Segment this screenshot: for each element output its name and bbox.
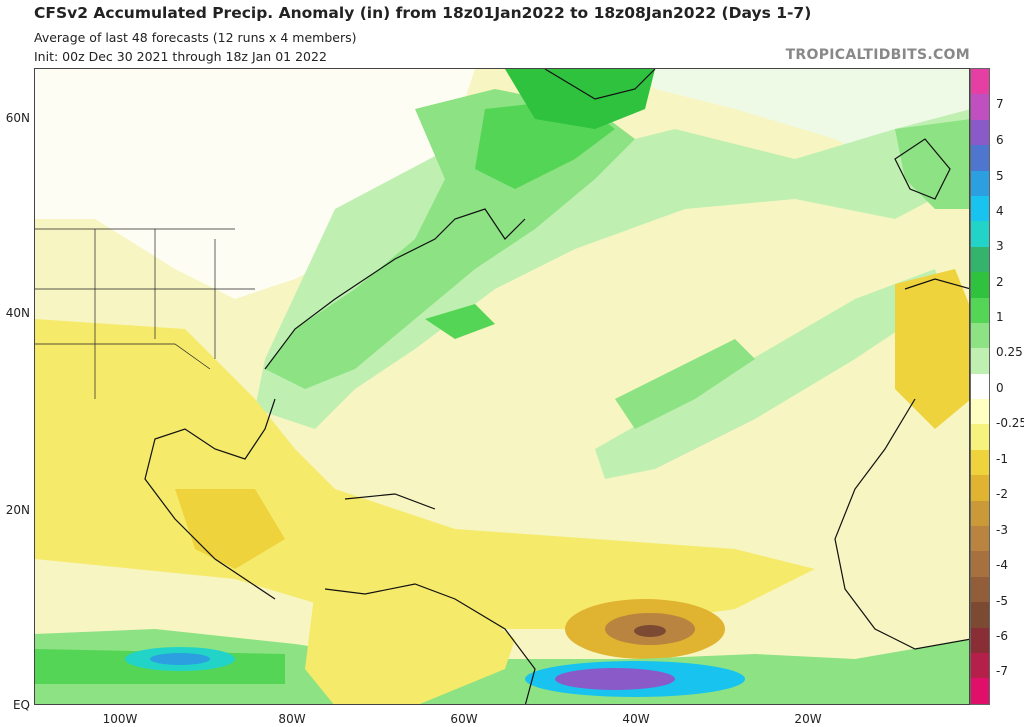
colorbar-segment [971, 652, 989, 679]
border-us-mexico [35, 343, 211, 370]
init-time: Init: 00z Dec 30 2021 through 18z Jan 01… [34, 49, 327, 64]
colorbar-label: 1 [996, 310, 1004, 324]
lon-label-80w: 80W [278, 712, 306, 726]
coastline-british-isles [894, 138, 951, 200]
lat-label-20n: 20N [5, 503, 30, 517]
colorbar-segment [971, 449, 989, 476]
colorbar-segment [971, 69, 989, 95]
lon-label-40w: 40W [622, 712, 650, 726]
chart-title: CFSv2 Accumulated Precip. Anomaly (in) f… [34, 4, 812, 22]
wet-band-north [255, 109, 969, 429]
colorbar-label: -3 [996, 523, 1008, 537]
colorbar-segment [971, 221, 989, 247]
borders [35, 228, 255, 399]
colorbar-segment [971, 500, 989, 527]
neutral-region-north-america [35, 69, 475, 299]
colorbar-label: -2 [996, 487, 1008, 501]
itcz-max-atlantic [555, 668, 675, 690]
colorbar-label: 0 [996, 381, 1004, 395]
colorbar-segment [971, 119, 989, 146]
coastlines [144, 69, 969, 704]
colorbar-segment [971, 195, 989, 222]
wet-core-offshore [425, 304, 495, 339]
colorbar-label: 5 [996, 169, 1004, 183]
chart-subtitle: Average of last 48 forecasts (12 runs x … [34, 30, 357, 45]
colorbar-label: -0.25 [996, 416, 1024, 430]
colorbar-segment [971, 272, 989, 298]
dry-core-atlantic-center [634, 625, 666, 637]
colorbar-label: 0.25 [996, 345, 1023, 359]
wet-zone-british-isles [895, 119, 969, 209]
colorbar-segment [971, 551, 989, 577]
colorbar-segment [971, 94, 989, 120]
coastline-us-east [264, 208, 526, 370]
colorbar-segment [971, 424, 989, 450]
dry-core-central-america [175, 489, 285, 569]
colorbar-label: 2 [996, 275, 1004, 289]
coastline-africa [834, 398, 969, 650]
precip-anomaly-map [34, 68, 970, 705]
colorbar-label: 3 [996, 239, 1004, 253]
colorbar-segment [971, 145, 989, 171]
colorbar-segment [971, 348, 989, 374]
map-canvas [35, 69, 969, 704]
colorbar-segment [971, 602, 989, 628]
colorbar-label: -4 [996, 558, 1008, 572]
dry-zone-south-america [305, 584, 515, 704]
itcz-max-pacific [150, 653, 210, 665]
colorbar-segment [971, 246, 989, 273]
brand-watermark: TROPICALTIDBITS.COM [785, 47, 970, 63]
colorbar-segment [971, 373, 989, 400]
colorbar-segment [971, 170, 989, 196]
coastline-iberia [904, 278, 969, 290]
wet-core-greenland [505, 69, 655, 129]
dry-zone-iberia-africa [895, 269, 969, 429]
lon-label-20w: 20W [794, 712, 822, 726]
lon-label-100w: 100W [102, 712, 138, 726]
colorbar-label: -6 [996, 629, 1008, 643]
colorbar-segment [971, 678, 989, 704]
coastline-greenland [544, 69, 656, 100]
colorbar-label: -7 [996, 664, 1008, 678]
lat-label-eq: EQ [12, 698, 30, 712]
colorbar-label: -5 [996, 594, 1008, 608]
lon-label-60w: 60W [450, 712, 478, 726]
colorbar-segment [971, 627, 989, 653]
coastline-gulf [144, 398, 276, 600]
colorbar-segment [971, 475, 989, 501]
wet-band-central-atlantic [595, 269, 945, 479]
coastline-caribbean-islands [344, 493, 436, 510]
border-us-states [35, 229, 255, 399]
colorbar-segment [971, 322, 989, 349]
colorbar [970, 68, 990, 705]
colorbar-segment [971, 526, 989, 552]
lat-label-40n: 40N [5, 306, 30, 320]
coastline-south-america [324, 583, 536, 704]
colorbar-segment [971, 297, 989, 323]
colorbar-label: 6 [996, 133, 1004, 147]
colorbar-label: 7 [996, 97, 1004, 111]
colorbar-label: -1 [996, 452, 1008, 466]
colorbar-label: 4 [996, 204, 1004, 218]
wet-core-midatlantic [615, 339, 755, 429]
colorbar-segment [971, 576, 989, 603]
lat-label-60n: 60N [5, 111, 30, 125]
colorbar-segment [971, 399, 989, 425]
